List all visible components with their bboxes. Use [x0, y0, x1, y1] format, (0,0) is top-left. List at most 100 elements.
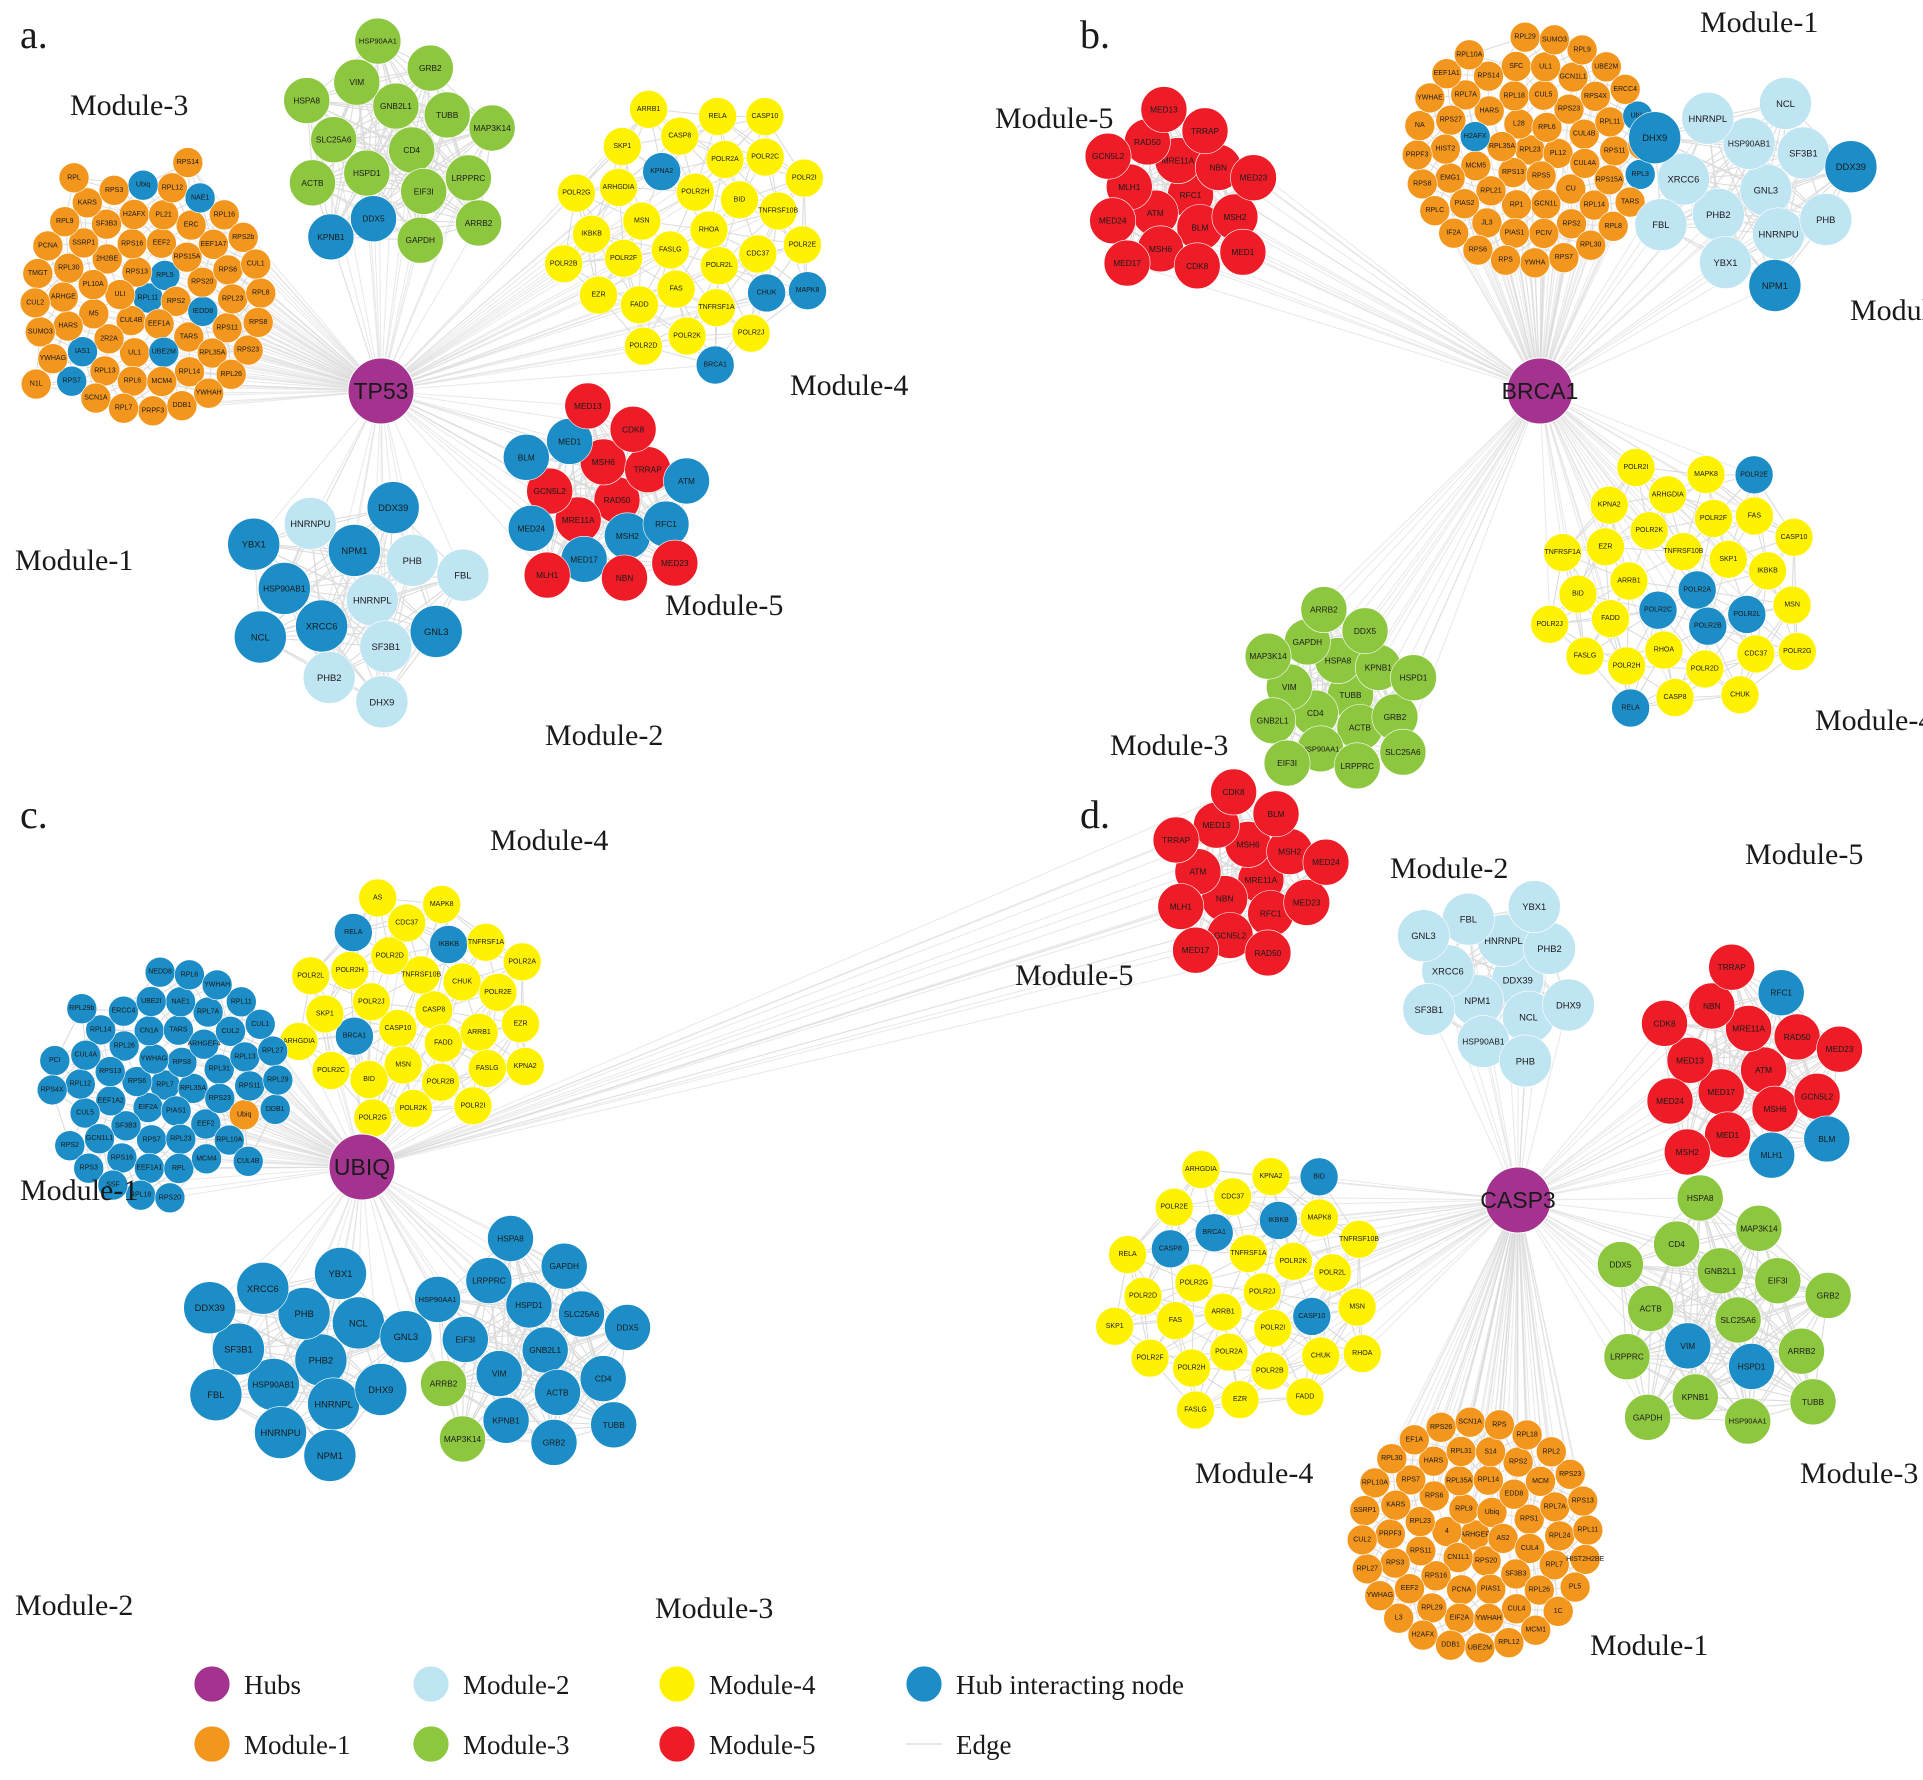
svg-text:EEF1A: EEF1A: [148, 321, 171, 328]
svg-text:PIAS2: PIAS2: [1455, 200, 1475, 207]
svg-text:ARHGDIA: ARHGDIA: [603, 184, 635, 191]
svg-text:FBL: FBL: [207, 1389, 224, 1400]
svg-text:NPM1: NPM1: [1464, 995, 1490, 1006]
svg-text:KARS: KARS: [1386, 1502, 1405, 1509]
svg-text:CUL4B: CUL4B: [1573, 131, 1596, 138]
svg-text:NCL: NCL: [251, 632, 270, 643]
svg-text:EEF2: EEF2: [153, 240, 171, 247]
svg-text:POLR2L: POLR2L: [297, 972, 324, 979]
svg-text:MAPK8: MAPK8: [1308, 1215, 1332, 1222]
svg-text:CUL4B: CUL4B: [120, 317, 143, 324]
svg-text:GAPDH: GAPDH: [406, 235, 436, 245]
svg-text:EIF3I: EIF3I: [414, 186, 434, 196]
svg-text:GCN1L1: GCN1L1: [1559, 74, 1586, 81]
svg-text:SKP1: SKP1: [613, 143, 631, 150]
svg-text:RPS2: RPS2: [167, 298, 185, 305]
svg-text:RPL: RPL: [172, 1165, 186, 1172]
svg-text:GNL3: GNL3: [1754, 185, 1779, 196]
svg-text:RPS: RPS: [1492, 1421, 1507, 1428]
svg-text:UBE2M: UBE2M: [152, 349, 176, 356]
svg-text:FADD: FADD: [434, 1040, 453, 1047]
svg-text:RPS6: RPS6: [1469, 247, 1487, 254]
svg-text:L3: L3: [1395, 1615, 1403, 1622]
svg-text:RPS16: RPS16: [111, 1154, 133, 1161]
svg-text:BID: BID: [363, 1076, 375, 1083]
svg-text:RPS23: RPS23: [1558, 106, 1580, 113]
svg-text:H2AFX: H2AFX: [1412, 1632, 1435, 1639]
svg-text:HARS: HARS: [58, 323, 78, 330]
svg-text:RPS20: RPS20: [159, 1194, 181, 1201]
svg-text:POLR2A: POLR2A: [711, 156, 739, 163]
svg-text:TARS: TARS: [180, 334, 198, 341]
svg-text:XRCC6: XRCC6: [306, 621, 338, 632]
svg-text:GRB2: GRB2: [1817, 1290, 1840, 1300]
svg-text:GCN1L: GCN1L: [1534, 201, 1557, 208]
svg-text:ARRB1: ARRB1: [467, 1029, 490, 1036]
svg-text:Module-4: Module-4: [1195, 1457, 1313, 1490]
svg-text:GCN5L2: GCN5L2: [1801, 1091, 1834, 1101]
svg-text:RPL30: RPL30: [58, 265, 80, 272]
svg-text:DDB1: DDB1: [173, 402, 192, 409]
svg-text:POLR2F: POLR2F: [1136, 1355, 1163, 1362]
svg-text:KARS: KARS: [78, 199, 97, 206]
svg-text:POLR2I: POLR2I: [1623, 464, 1648, 471]
svg-text:CUL4: CUL4: [1521, 1545, 1539, 1552]
svg-text:SCN1A: SCN1A: [84, 395, 108, 402]
svg-text:RPL14: RPL14: [90, 1026, 112, 1033]
svg-text:CUL4: CUL4: [1508, 1605, 1526, 1612]
svg-text:EEF1A2: EEF1A2: [98, 1097, 124, 1104]
svg-text:NBN: NBN: [1216, 894, 1234, 904]
svg-text:PIAS1: PIAS1: [166, 1108, 186, 1115]
svg-text:CDK8: CDK8: [622, 424, 645, 434]
svg-text:TNFRSF1A: TNFRSF1A: [1545, 549, 1582, 556]
svg-text:RPS15A: RPS15A: [1596, 176, 1623, 183]
svg-text:KPNA2: KPNA2: [1598, 502, 1621, 509]
svg-text:LRPPRC: LRPPRC: [472, 1276, 506, 1286]
svg-text:EIF2A: EIF2A: [138, 1104, 158, 1111]
svg-text:Module-2: Module-2: [545, 719, 663, 752]
svg-text:RPL23: RPL23: [222, 295, 244, 302]
svg-text:CN1A: CN1A: [140, 1027, 159, 1034]
svg-text:POLR2H: POLR2H: [1613, 663, 1641, 670]
svg-text:POLR2A: POLR2A: [1683, 587, 1711, 594]
svg-text:ARRB2: ARRB2: [1310, 605, 1338, 615]
svg-text:XRCC6: XRCC6: [1432, 965, 1464, 976]
svg-text:CASP10: CASP10: [384, 1025, 411, 1032]
svg-text:DDB1: DDB1: [1441, 1642, 1460, 1649]
svg-text:HSPD1: HSPD1: [1400, 673, 1428, 683]
svg-text:HARS: HARS: [1479, 108, 1499, 115]
svg-text:Module-4: Module-4: [709, 1670, 816, 1700]
svg-text:RPL29: RPL29: [267, 1077, 289, 1084]
svg-text:RPL6: RPL6: [1538, 124, 1556, 131]
svg-text:RPL7: RPL7: [156, 1082, 174, 1089]
svg-text:PHB: PHB: [294, 1308, 313, 1319]
svg-text:RELA: RELA: [708, 113, 727, 120]
svg-text:IAS1: IAS1: [75, 348, 90, 355]
svg-text:XRCC6: XRCC6: [247, 1283, 279, 1294]
svg-text:HARS: HARS: [1424, 1458, 1444, 1465]
svg-text:RPL11: RPL11: [231, 998, 252, 1005]
svg-text:MLH1: MLH1: [536, 570, 559, 580]
svg-text:DDB1: DDB1: [266, 1106, 285, 1113]
svg-text:ATM: ATM: [1147, 208, 1164, 218]
svg-text:GAPDH: GAPDH: [549, 1261, 579, 1271]
svg-text:HSP90AB1: HSP90AB1: [252, 1379, 295, 1389]
svg-text:HNRNPL: HNRNPL: [1484, 935, 1523, 946]
svg-text:RFC1: RFC1: [1180, 190, 1202, 200]
svg-text:PCI: PCI: [49, 1057, 61, 1064]
svg-text:SF3B1: SF3B1: [224, 1344, 253, 1355]
svg-text:TNFRSF10B: TNFRSF10B: [1339, 1236, 1379, 1243]
svg-text:RPS20: RPS20: [1475, 1558, 1497, 1565]
svg-text:NCL: NCL: [1519, 1012, 1538, 1023]
svg-text:SLC25A6: SLC25A6: [1720, 1315, 1756, 1325]
svg-text:HSPD1: HSPD1: [1738, 1361, 1766, 1371]
svg-text:CASP10: CASP10: [1298, 1313, 1325, 1320]
svg-text:RPS2: RPS2: [1562, 220, 1580, 227]
svg-text:EEF2: EEF2: [1401, 1585, 1419, 1592]
svg-text:RPL12: RPL12: [1498, 1639, 1520, 1646]
svg-text:RPS6: RPS6: [128, 1078, 146, 1085]
svg-text:RPS11: RPS11: [216, 324, 238, 331]
svg-text:PIAS1: PIAS1: [1481, 1586, 1501, 1593]
svg-text:MSN: MSN: [395, 1061, 411, 1068]
svg-text:ATM: ATM: [1189, 867, 1206, 877]
